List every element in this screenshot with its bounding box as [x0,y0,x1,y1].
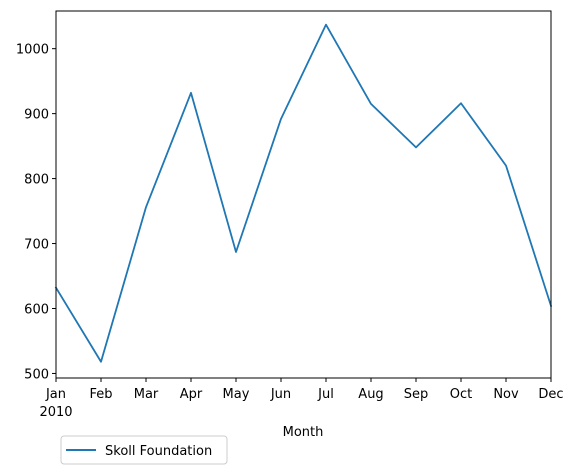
legend-label: Skoll Foundation [105,444,212,459]
y-tick-label: 700 [24,238,49,253]
x-tick-sublabel: 2010 [39,405,72,420]
series-line [54,23,553,363]
x-tick-label: Feb [89,387,112,402]
x-tick-label: Jan [45,387,66,402]
legend: Skoll Foundation [60,435,228,465]
x-axis-ticks: Jan Feb Mar Apr May Jun Jul Aug Sep Oct Nov Dec 2010 [39,378,564,420]
y-tick-label: 800 [24,173,49,188]
series-layer [54,23,553,363]
x-tick-label: Apr [180,387,203,402]
plot-background [56,11,551,378]
x-tick-label: Mar [134,387,159,402]
x-tick-label: Dec [538,387,563,402]
y-tick-label: 1000 [16,43,49,58]
x-axis-label: Month [283,425,324,440]
y-axis-ticks: 500 600 700 800 900 1000 [16,43,56,382]
legend-box [60,435,228,465]
y-tick-label: 600 [24,302,49,317]
y-tick-label: 500 [24,367,49,382]
x-tick-label: Nov [493,387,519,402]
x-tick-label: Jun [270,387,291,402]
y-tick-label: 900 [24,108,49,123]
x-tick-label: May [223,387,250,402]
plot-frame [55,10,552,379]
x-tick-label: Sep [404,387,429,402]
x-tick-label: Oct [450,387,472,402]
x-tick-label: Aug [358,387,383,402]
x-tick-label: Jul [317,387,334,402]
